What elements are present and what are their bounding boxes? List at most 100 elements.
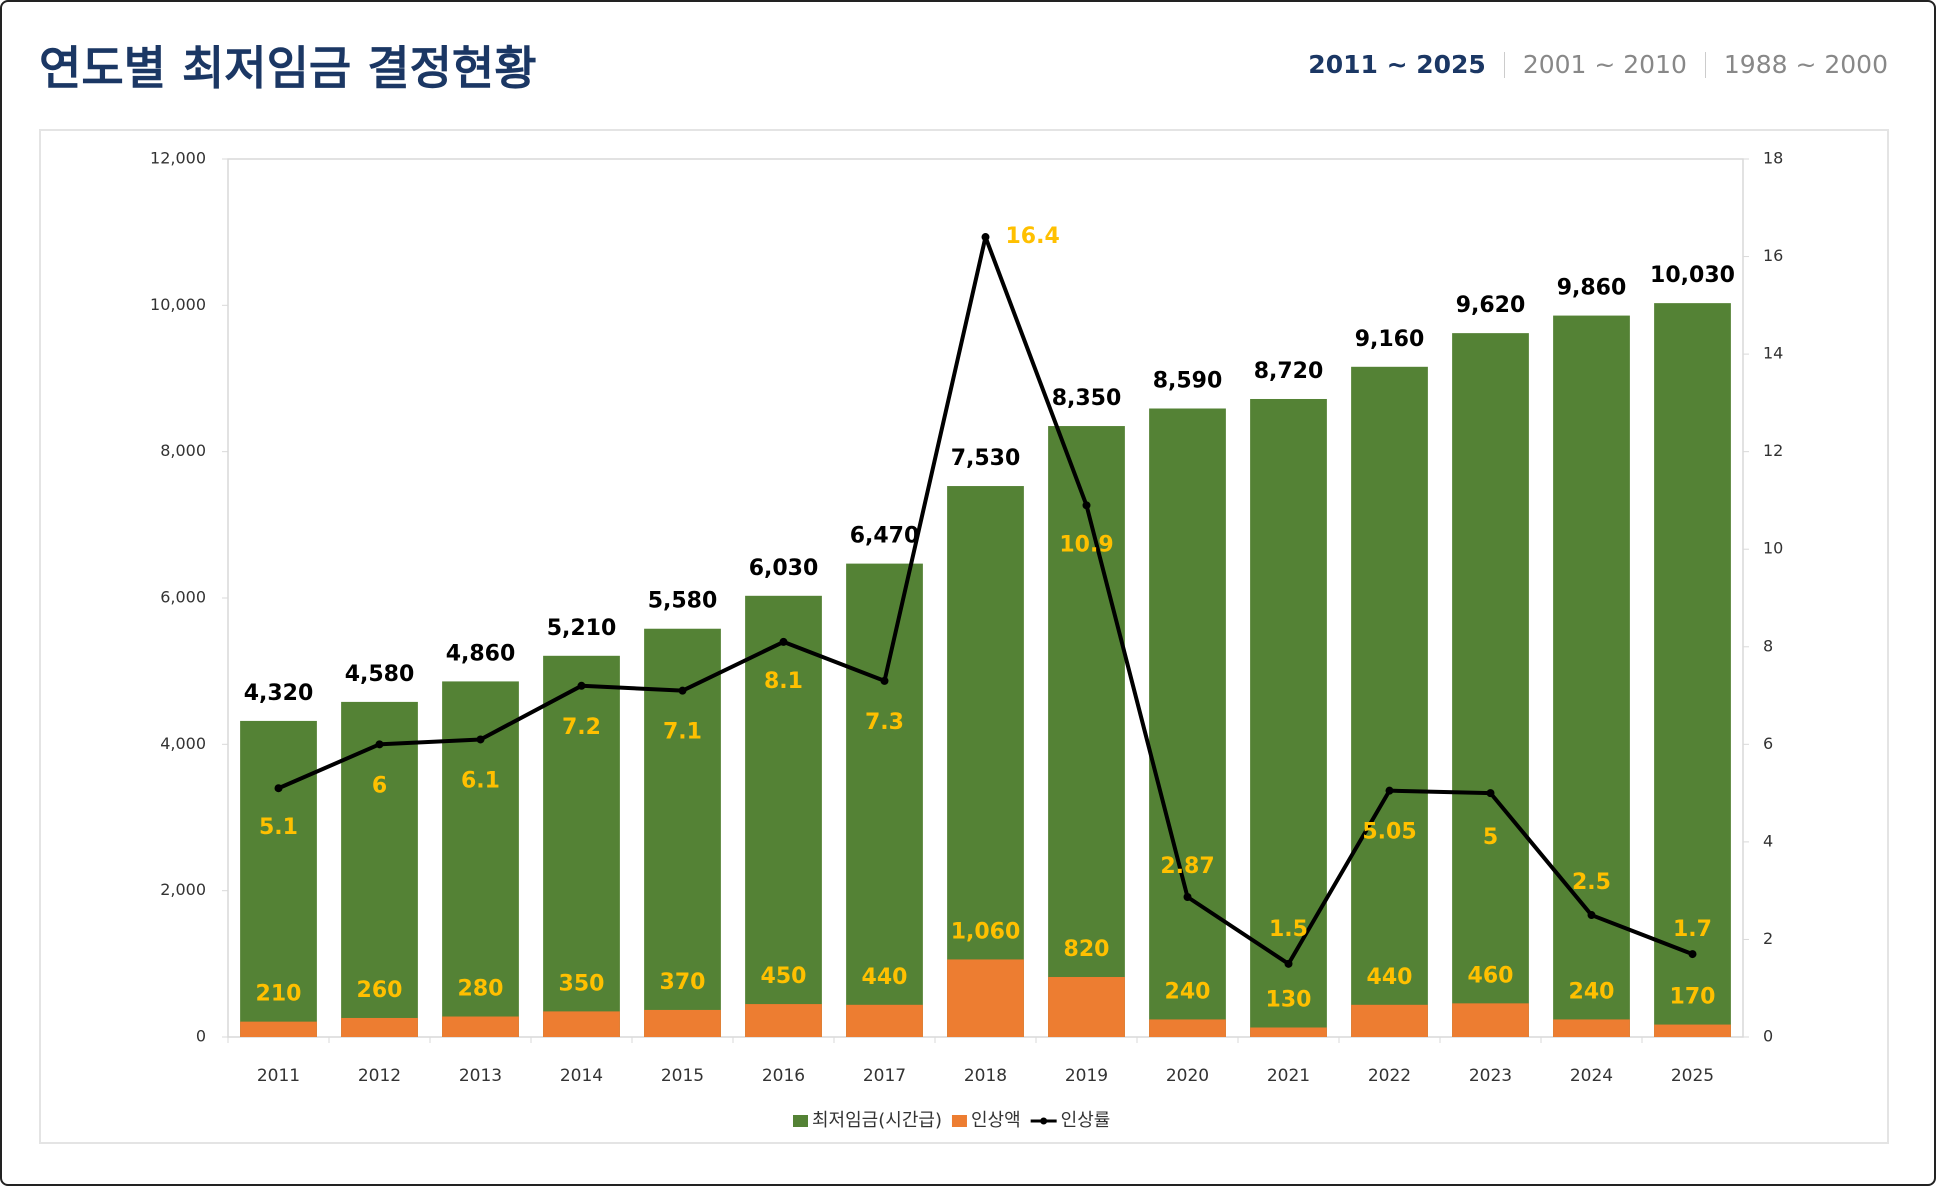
rate-label: 7.1	[663, 720, 702, 745]
data-label: 7,530	[951, 446, 1021, 471]
data-label: 1,060	[951, 919, 1021, 944]
page-title: 연도별 최저임금 결정현황	[39, 41, 537, 95]
data-label: 170	[1670, 985, 1716, 1010]
bar	[644, 1009, 721, 1037]
y-tick-label: 4,000	[160, 734, 206, 753]
period-tab[interactable]: 2011 ~ 2025	[1308, 50, 1486, 79]
rate-label: 6.1	[461, 768, 500, 793]
y-tick-label: 10,000	[150, 295, 206, 314]
x-tick-label: 2022	[1368, 1066, 1411, 1086]
bar	[947, 486, 1024, 1037]
rate-marker	[1183, 893, 1192, 902]
rate-label: 10.9	[1059, 532, 1113, 557]
bar	[947, 959, 1024, 1037]
y-tick-label: 12,000	[150, 149, 206, 168]
rate-marker	[476, 735, 485, 744]
rate-label: 2.5	[1572, 870, 1611, 895]
x-tick-label: 2019	[1065, 1066, 1108, 1086]
bar	[745, 1004, 822, 1037]
x-tick-label: 2014	[560, 1066, 603, 1086]
data-label: 6,030	[749, 556, 819, 581]
rate-marker	[981, 233, 990, 242]
bar	[644, 628, 721, 1037]
x-tick-label: 2024	[1570, 1066, 1613, 1086]
y2-tick-label: 6	[1763, 734, 1773, 753]
rate-marker	[375, 740, 384, 749]
data-label: 370	[660, 970, 706, 995]
rate-label: 8.1	[764, 669, 803, 694]
data-label: 9,160	[1355, 327, 1425, 352]
data-label: 240	[1569, 979, 1615, 1004]
y2-tick-label: 16	[1763, 246, 1783, 265]
y2-tick-label: 0	[1763, 1027, 1773, 1046]
bar	[240, 720, 317, 1037]
bar	[1351, 1004, 1428, 1037]
legend-label: 인상률	[1061, 1110, 1111, 1131]
rate-marker	[1486, 789, 1495, 798]
rate-marker	[779, 637, 788, 646]
y-tick-label: 0	[196, 1027, 206, 1046]
rate-marker	[1587, 911, 1596, 920]
period-tab[interactable]: 2001 ~ 2010	[1522, 50, 1687, 79]
rate-marker	[1284, 959, 1293, 968]
rate-marker	[1688, 950, 1697, 959]
bar	[1553, 1019, 1630, 1037]
rate-label: 16.4	[1006, 224, 1060, 249]
y2-tick-label: 18	[1763, 149, 1783, 168]
bar	[1250, 1027, 1327, 1037]
data-label: 4,580	[345, 662, 415, 687]
bar	[1250, 398, 1327, 1037]
rate-label: 7.2	[562, 715, 601, 740]
y2-tick-label: 14	[1763, 344, 1783, 363]
bar	[1553, 315, 1630, 1037]
x-tick-label: 2012	[358, 1066, 401, 1086]
data-label: 240	[1165, 979, 1211, 1004]
data-label: 8,720	[1254, 359, 1324, 384]
x-tick-label: 2013	[459, 1066, 502, 1086]
bar	[341, 1017, 418, 1037]
bar	[240, 1021, 317, 1037]
legend-label: 최저임금(시간급)	[812, 1110, 942, 1131]
bar	[1351, 366, 1428, 1037]
rate-label: 6	[372, 773, 387, 798]
rate-marker	[1082, 501, 1091, 510]
chart: 0 2,000 4,000 6,000 8,000 10,000 12,000 0 2 4 6 8 10…	[39, 129, 1889, 1144]
data-label: 8,350	[1052, 386, 1122, 411]
bar	[543, 1011, 620, 1037]
y2-tick-label: 10	[1763, 539, 1783, 558]
rate-label: 1.5	[1269, 917, 1308, 942]
rate-marker	[274, 784, 283, 793]
data-label: 6,470	[850, 524, 920, 549]
x-tick-label: 2011	[257, 1066, 300, 1086]
data-label: 4,320	[244, 681, 314, 706]
rate-marker	[1385, 786, 1394, 795]
bar	[1654, 1024, 1731, 1037]
bar	[1048, 426, 1125, 1037]
x-tick-label: 2021	[1267, 1066, 1310, 1086]
bar	[442, 1016, 519, 1037]
tab-separator	[1704, 51, 1706, 78]
period-tab[interactable]: 1988 ~ 2000	[1723, 50, 1888, 79]
data-label: 10,030	[1650, 263, 1735, 288]
bar	[543, 655, 620, 1037]
y-tick-label: 2,000	[160, 880, 206, 899]
data-label: 450	[761, 964, 807, 989]
rate-label: 5.05	[1362, 820, 1416, 845]
bar	[1149, 1019, 1226, 1037]
bar	[1452, 333, 1529, 1037]
data-label: 280	[458, 977, 504, 1002]
x-tick-label: 2023	[1469, 1066, 1512, 1086]
rate-label: 2.87	[1160, 854, 1214, 879]
x-tick-label: 2015	[661, 1066, 704, 1086]
data-label: 5,210	[547, 616, 617, 641]
x-tick-label: 2017	[863, 1066, 906, 1086]
rate-label: 7.3	[865, 710, 904, 735]
rate-label: 5	[1483, 825, 1498, 850]
bar	[846, 1004, 923, 1037]
y-tick-label: 8,000	[160, 441, 206, 460]
data-label: 440	[862, 965, 908, 990]
legend-marker	[1040, 1117, 1048, 1125]
x-tick-label: 2025	[1671, 1066, 1714, 1086]
data-label: 9,860	[1557, 276, 1627, 301]
